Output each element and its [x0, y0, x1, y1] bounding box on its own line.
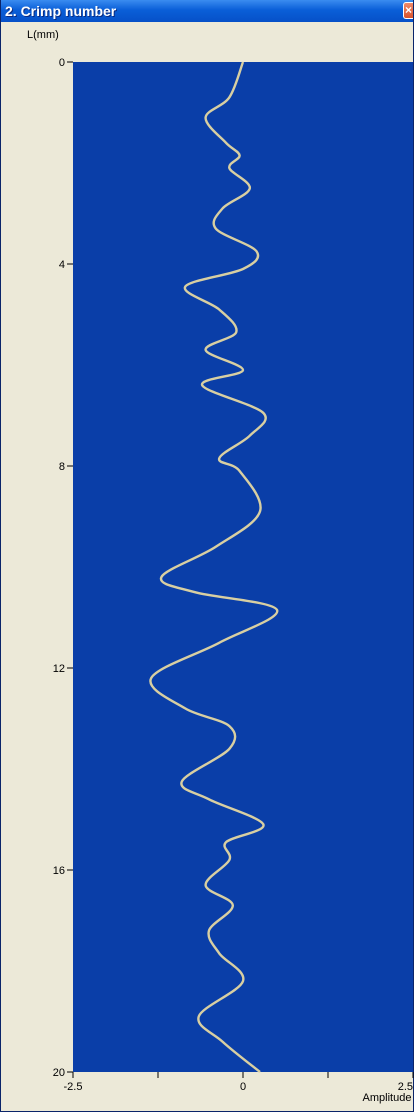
- plot-area: [73, 62, 413, 1072]
- y-axis: 0 4 8 12 16 20: [53, 57, 73, 1079]
- y-tick-label: 8: [59, 461, 65, 473]
- window-title: 2. Crimp number: [5, 3, 117, 19]
- y-tick-label: 16: [53, 865, 65, 877]
- y-tick-label: 20: [53, 1067, 65, 1079]
- close-icon: ×: [405, 3, 413, 17]
- x-tick-label: 0: [240, 1081, 246, 1093]
- crimp-chart: L(mm) 0 4 8 12 16 20 -2.5 0 2.5 Amplitude: [27, 29, 414, 1104]
- y-tick-label: 4: [59, 259, 65, 271]
- x-axis: -2.5 0 2.5: [64, 1072, 414, 1093]
- title-bar[interactable]: 2. Crimp number ×: [1, 0, 413, 22]
- y-tick-label: 12: [53, 663, 65, 675]
- y-tick-label: 0: [59, 57, 65, 69]
- y-axis-label: L(mm): [27, 29, 59, 41]
- x-tick-label: -2.5: [64, 1081, 83, 1093]
- x-axis-label: Amplitude: [363, 1092, 412, 1104]
- close-button[interactable]: ×: [403, 2, 413, 19]
- x-tick-label: 2.5: [398, 1081, 413, 1093]
- series-line: [149, 61, 279, 1073]
